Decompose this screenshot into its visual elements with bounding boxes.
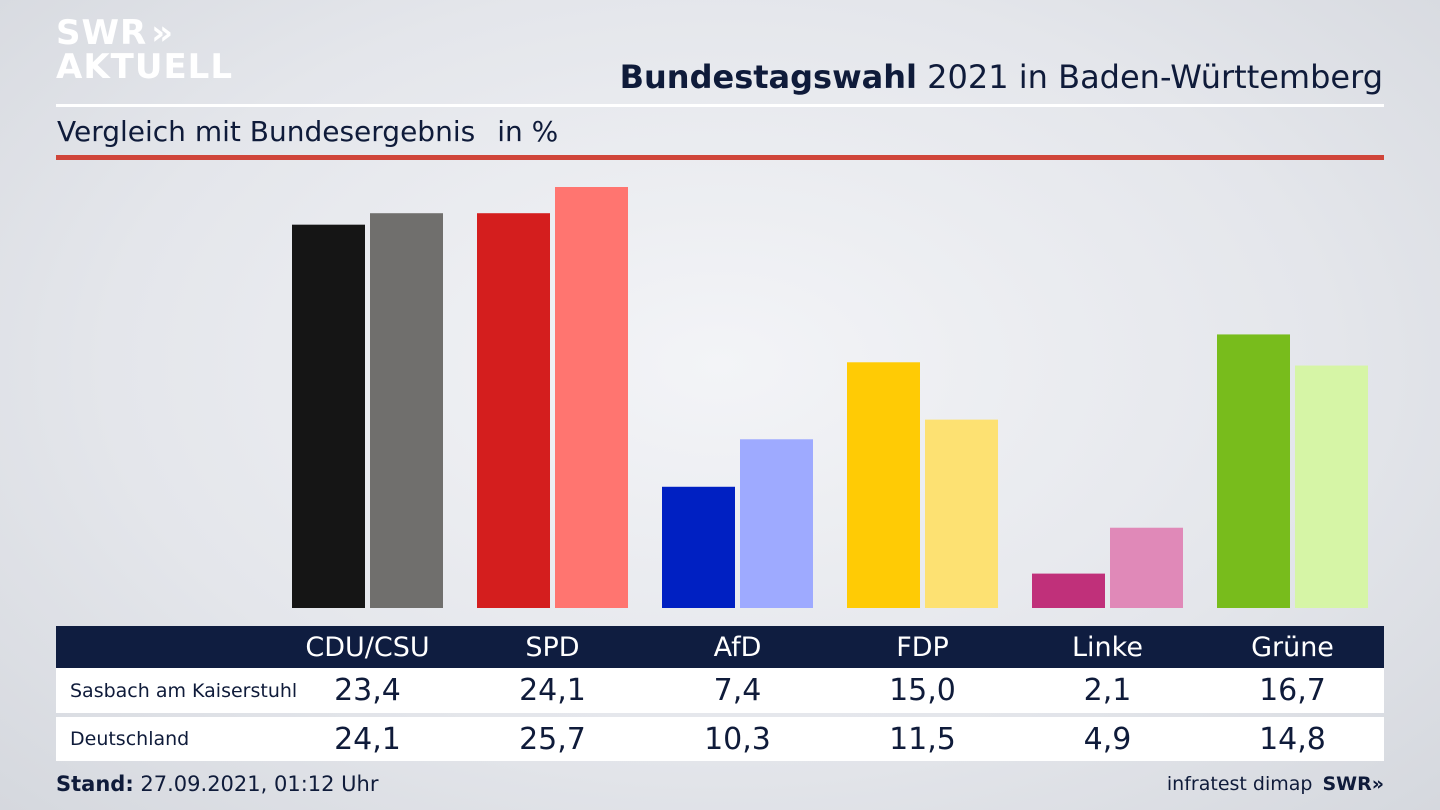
source-text: infratest dimap bbox=[1166, 773, 1313, 795]
value-fdp-national: 11,5 bbox=[889, 721, 956, 757]
source-credit: infratest dimap SWR» bbox=[1167, 773, 1384, 795]
party-label-spd: SPD bbox=[525, 631, 580, 663]
timestamp: Stand: 27.09.2021, 01:12 Uhr bbox=[56, 772, 379, 796]
subtitle-text: Vergleich mit Bundesergebnis bbox=[57, 115, 476, 148]
party-label-fdp: FDP bbox=[896, 631, 949, 663]
party-label-cdu-csu: CDU/CSU bbox=[305, 631, 430, 663]
chart-title: Bundestagswahl 2021 in Baden-Württemberg bbox=[620, 58, 1383, 96]
bar-afd-national bbox=[740, 439, 813, 608]
logo-swr-text: SWR bbox=[56, 13, 148, 53]
chart-subtitle: Vergleich mit Bundesergebnis in % bbox=[57, 115, 558, 148]
row-label-local: Sasbach am Kaiserstuhl bbox=[70, 679, 298, 702]
table-row-local: Sasbach am Kaiserstuhl 23,4 24,1 7,4 15,0 2,… bbox=[56, 668, 1384, 713]
results-table: CDU/CSU SPD AfD FDP Linke Grüne Sasbach am Ka… bbox=[56, 626, 1384, 761]
bar-cdu-csu-national bbox=[370, 213, 443, 608]
title-divider bbox=[56, 104, 1384, 107]
value-spd-national: 25,7 bbox=[519, 721, 586, 757]
bar-spd-national bbox=[555, 187, 628, 608]
bar-linke-local bbox=[1032, 573, 1105, 608]
value-cdu-csu-local: 23,4 bbox=[334, 673, 401, 708]
value-afd-national: 10,3 bbox=[704, 721, 771, 757]
value-gr-ne-national: 14,8 bbox=[1259, 721, 1326, 757]
bar-fdp-local bbox=[847, 362, 920, 608]
subtitle-divider bbox=[56, 155, 1384, 160]
bar-afd-local bbox=[662, 486, 735, 608]
bar-spd-local bbox=[477, 213, 550, 608]
table-row-national: Deutschland 24,1 25,7 10,3 11,5 4,9 14,8 bbox=[56, 717, 1384, 761]
chart-title-rest: 2021 in Baden-Württemberg bbox=[916, 58, 1383, 96]
party-label-afd: AfD bbox=[713, 631, 762, 663]
value-afd-local: 7,4 bbox=[713, 673, 762, 708]
bar-linke-national bbox=[1110, 527, 1183, 608]
value-spd-local: 24,1 bbox=[519, 673, 586, 708]
logo-aktuell-text: AKTUELL bbox=[56, 47, 234, 87]
table-header-row: CDU/CSU SPD AfD FDP Linke Grüne bbox=[56, 626, 1384, 668]
value-gr-ne-local: 16,7 bbox=[1259, 673, 1326, 708]
stand-label: Stand: bbox=[56, 772, 134, 796]
bar-fdp-national bbox=[925, 419, 998, 608]
subtitle-unit: in % bbox=[497, 115, 559, 148]
value-linke-local: 2,1 bbox=[1083, 673, 1132, 708]
value-linke-national: 4,9 bbox=[1083, 721, 1132, 757]
bar-cdu-csu-local bbox=[292, 224, 365, 608]
value-fdp-local: 15,0 bbox=[889, 673, 956, 708]
bar-chart bbox=[292, 187, 1368, 608]
party-label-gr-ne: Grüne bbox=[1251, 631, 1334, 663]
bar-gr-ne-national bbox=[1295, 365, 1368, 608]
swr-aktuell-logo: SWR» AKTUELL bbox=[56, 16, 233, 84]
chart-title-bold: Bundestagswahl bbox=[619, 58, 917, 96]
swr-footer-logo: SWR» bbox=[1322, 773, 1384, 795]
stand-value: 27.09.2021, 01:12 Uhr bbox=[133, 772, 379, 796]
bar-gr-ne-local bbox=[1217, 334, 1290, 608]
row-label-national: Deutschland bbox=[70, 728, 190, 750]
party-label-linke: Linke bbox=[1072, 631, 1143, 663]
value-cdu-csu-national: 24,1 bbox=[334, 721, 401, 757]
